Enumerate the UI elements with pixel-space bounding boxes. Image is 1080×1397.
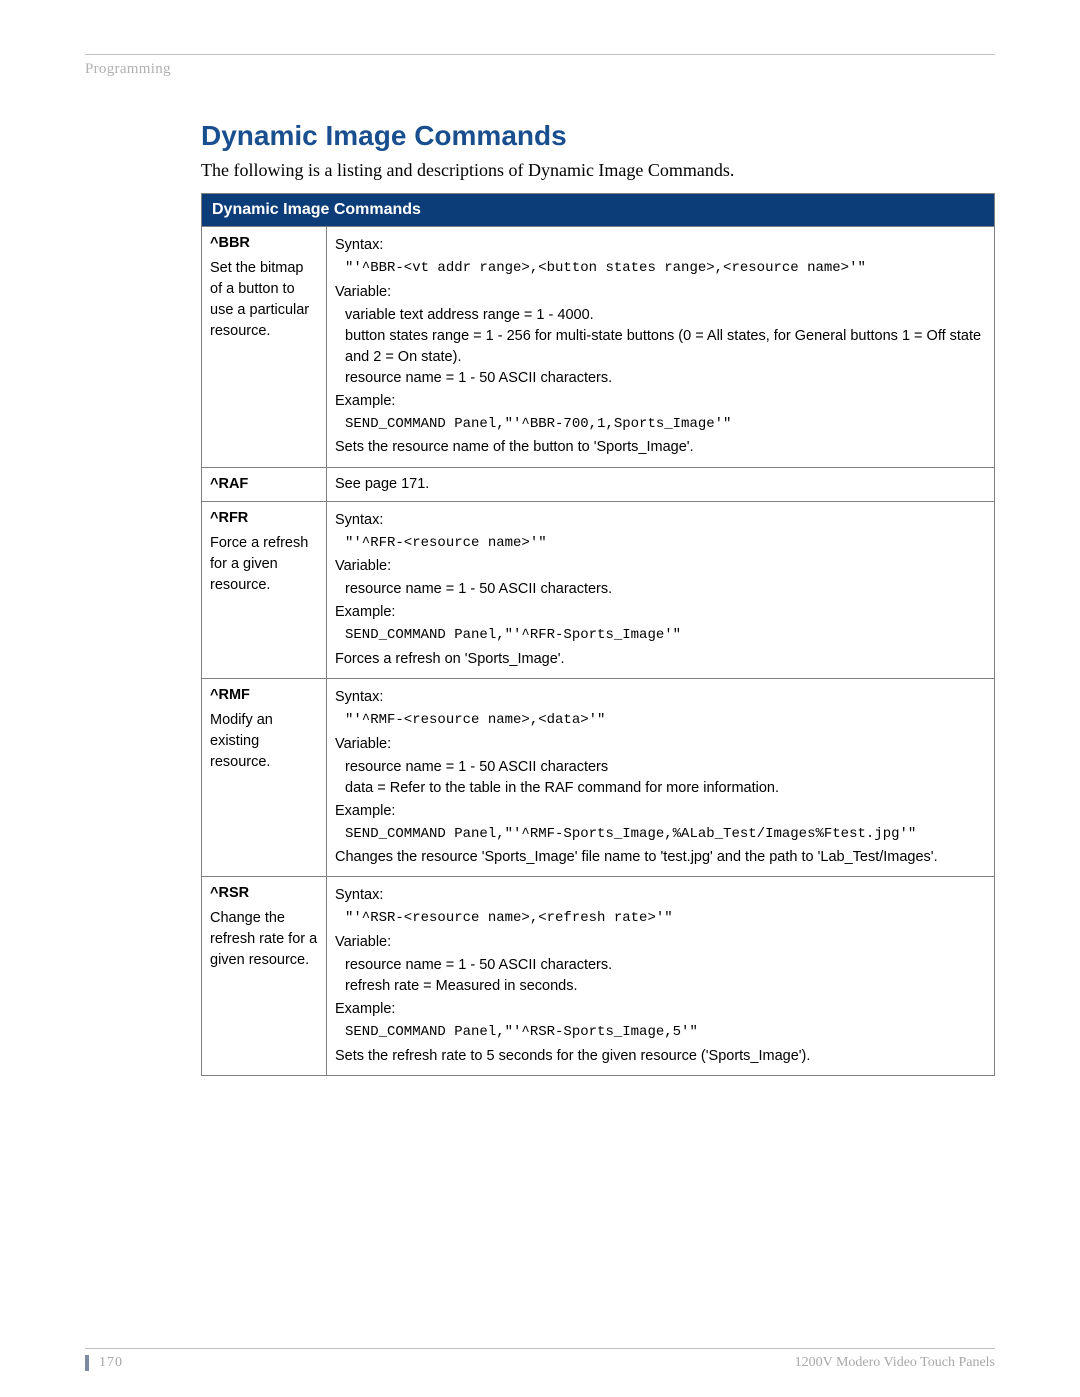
cmd-cell: ^RSRChange the refresh rate for a given … [202,877,327,1075]
desc-cell: Syntax:"'^BBR-<vt addr range>,<button st… [327,227,995,468]
cmd-cell: ^RFRForce a refresh for a given resource… [202,501,327,678]
footer: 170 1200V Modero Video Touch Panels [85,1348,995,1371]
cmd-cell: ^RMFModify an existing resource. [202,678,327,876]
header-section: Programming [85,54,995,78]
desc-cell: Syntax:"'^RMF-<resource name>,<data>'"Va… [327,678,995,876]
page-title: Dynamic Image Commands [201,120,995,152]
product-name: 1200V Modero Video Touch Panels [795,1355,995,1371]
table-header: Dynamic Image Commands [202,194,995,227]
page-number: 170 [85,1355,123,1371]
desc-cell: Syntax:"'^RSR-<resource name>,<refresh r… [327,877,995,1075]
cmd-cell: ^RAF [202,467,327,501]
cmd-cell: ^BBRSet the bitmap of a button to use a … [202,227,327,468]
commands-table: Dynamic Image Commands ^BBRSet the bitma… [201,193,995,1076]
desc-cell: See page 171. [327,467,995,501]
intro-text: The following is a listing and descripti… [201,160,995,181]
desc-cell: Syntax:"'^RFR-<resource name>'"Variable:… [327,501,995,678]
